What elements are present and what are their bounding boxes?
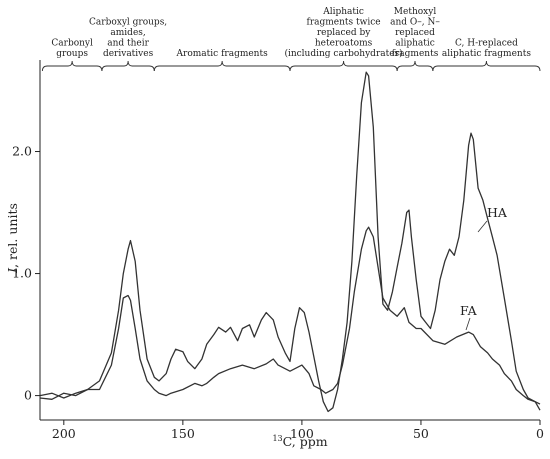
x-axis-ticks: 200 150 100 50 0 — [52, 420, 544, 441]
region-label-line: Aromatic fragments — [176, 49, 269, 59]
region-label-line: groups — [56, 49, 88, 59]
region-label-line: Carboxyl groups, — [89, 18, 167, 28]
region-label-line: (including carbohydrates) — [284, 48, 402, 59]
region-brace — [289, 60, 398, 72]
region-brace — [432, 60, 541, 72]
region-label: Carbonyl groups — [51, 39, 93, 60]
region-brace — [153, 60, 291, 72]
series-leader-fa — [465, 317, 471, 331]
region-brace — [396, 60, 434, 72]
y-tick-label: 1.0 — [12, 266, 32, 281]
x-tick-label: 100 — [290, 426, 314, 441]
x-axis-title-superscript: 13 — [272, 434, 282, 443]
region-label-line: heteroatoms — [315, 39, 373, 49]
y-axis-title: I, rel. units — [5, 203, 20, 274]
region-label-line: and their — [107, 39, 149, 49]
region-label-line: fragments twice — [307, 18, 381, 28]
region-brace — [41, 60, 103, 72]
region-label-line: replaced — [395, 28, 435, 38]
region-label: Methoxyl and O–, N– replaced aliphatic fragm… — [390, 7, 440, 59]
y-axis-title-italic: I — [5, 267, 20, 274]
x-tick-label: 50 — [413, 426, 429, 441]
series-line-fa — [39, 226, 541, 411]
region-label-line: derivatives — [103, 49, 154, 59]
region-brace — [101, 60, 155, 72]
region-label-line: Carbonyl — [51, 39, 93, 49]
region-label: Carboxyl groups, amides, and their derivati… — [89, 18, 167, 60]
region-label-line: amides, — [110, 28, 145, 38]
region-label-line: aliphatic — [395, 39, 435, 49]
region-label-line: replaced by — [317, 28, 371, 38]
series-label-fa: FA — [460, 303, 478, 318]
region-label-line: and O–, N– — [390, 18, 440, 28]
x-axis-title: 13C, ppm — [272, 434, 327, 449]
series-label-ha: HA — [487, 205, 508, 220]
x-axis-title-main: C, ppm — [283, 434, 328, 449]
region-label-line: fragments — [392, 49, 439, 59]
region-label: Aromatic fragments — [176, 49, 269, 59]
y-tick-label: 2.0 — [12, 144, 32, 159]
region-label-line: Methoxyl — [394, 7, 437, 17]
x-tick-label: 150 — [171, 426, 195, 441]
x-tick-label: 0 — [536, 426, 544, 441]
region-label: Aliphatic fragments twice replaced by heter… — [284, 7, 402, 59]
region-label: C, H-replaced aliphatic fragments — [442, 39, 531, 60]
region-label-line: C, H-replaced — [455, 39, 518, 49]
plot-frame — [39, 60, 540, 421]
series-line-ha — [39, 71, 541, 413]
region-label-line: aliphatic fragments — [442, 49, 531, 59]
series-labels: HA FA — [460, 205, 508, 331]
region-label-line: Aliphatic — [322, 7, 364, 17]
spectrum-curves — [39, 71, 541, 413]
series-leader-ha — [477, 220, 488, 233]
x-tick-label: 200 — [52, 426, 76, 441]
y-tick-label: 0 — [24, 388, 32, 403]
y-axis-ticks: 0 1.0 2.0 — [12, 144, 40, 403]
y-axis-title-rest: , rel. units — [5, 203, 20, 268]
